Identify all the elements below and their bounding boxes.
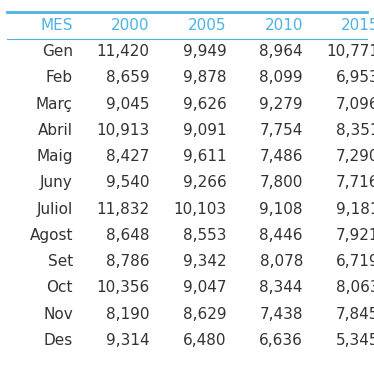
Text: 2010: 2010 — [264, 18, 303, 33]
Text: 10,913: 10,913 — [96, 123, 150, 138]
Text: 8,063: 8,063 — [336, 280, 374, 296]
Text: 8,099: 8,099 — [259, 70, 303, 86]
Text: Maig: Maig — [36, 149, 73, 164]
Text: 8,190: 8,190 — [106, 307, 150, 322]
Text: 8,351: 8,351 — [336, 123, 374, 138]
Text: 7,438: 7,438 — [260, 307, 303, 322]
Text: 8,659: 8,659 — [106, 70, 150, 86]
Text: 8,344: 8,344 — [260, 280, 303, 296]
Text: 9,342: 9,342 — [183, 254, 226, 269]
Text: 9,626: 9,626 — [183, 97, 226, 112]
Text: 9,949: 9,949 — [183, 44, 226, 59]
Text: Juny: Juny — [40, 175, 73, 190]
Text: 7,716: 7,716 — [336, 175, 374, 190]
Text: 9,181: 9,181 — [336, 202, 374, 217]
Text: 7,290: 7,290 — [336, 149, 374, 164]
Text: 9,314: 9,314 — [106, 333, 150, 348]
Text: MES: MES — [40, 18, 73, 33]
Text: 9,611: 9,611 — [183, 149, 226, 164]
Text: 8,446: 8,446 — [260, 228, 303, 243]
Text: 9,540: 9,540 — [106, 175, 150, 190]
Text: 6,636: 6,636 — [259, 333, 303, 348]
Text: 5,345: 5,345 — [336, 333, 374, 348]
Text: 9,047: 9,047 — [183, 280, 226, 296]
Text: 8,427: 8,427 — [106, 149, 150, 164]
Text: 6,480: 6,480 — [183, 333, 226, 348]
Text: 6,953: 6,953 — [336, 70, 374, 86]
Text: Abril: Abril — [38, 123, 73, 138]
Text: 8,629: 8,629 — [183, 307, 226, 322]
Text: 7,754: 7,754 — [260, 123, 303, 138]
Text: 7,800: 7,800 — [260, 175, 303, 190]
Text: 7,096: 7,096 — [336, 97, 374, 112]
Text: 9,878: 9,878 — [183, 70, 226, 86]
Text: 2015: 2015 — [341, 18, 374, 33]
Text: 9,045: 9,045 — [106, 97, 150, 112]
Text: 6,719: 6,719 — [336, 254, 374, 269]
Text: 8,078: 8,078 — [260, 254, 303, 269]
Text: 9,108: 9,108 — [260, 202, 303, 217]
Text: 2005: 2005 — [188, 18, 226, 33]
Text: 8,786: 8,786 — [106, 254, 150, 269]
Text: 10,771: 10,771 — [327, 44, 374, 59]
Text: 10,356: 10,356 — [96, 280, 150, 296]
Text: Agost: Agost — [30, 228, 73, 243]
Text: Feb: Feb — [46, 70, 73, 86]
Text: 8,553: 8,553 — [183, 228, 226, 243]
Text: Set: Set — [47, 254, 73, 269]
Text: 7,486: 7,486 — [260, 149, 303, 164]
Text: Nov: Nov — [43, 307, 73, 322]
Text: 7,921: 7,921 — [336, 228, 374, 243]
Text: 11,420: 11,420 — [96, 44, 150, 59]
Text: Març: Març — [36, 97, 73, 112]
Text: 2000: 2000 — [111, 18, 150, 33]
Text: 8,964: 8,964 — [259, 44, 303, 59]
Text: 7,845: 7,845 — [336, 307, 374, 322]
Text: 9,279: 9,279 — [259, 97, 303, 112]
Text: Oct: Oct — [46, 280, 73, 296]
Text: 9,266: 9,266 — [183, 175, 226, 190]
Text: Juliol: Juliol — [37, 202, 73, 217]
Text: 11,832: 11,832 — [96, 202, 150, 217]
Text: 8,648: 8,648 — [106, 228, 150, 243]
Text: Des: Des — [44, 333, 73, 348]
Text: 10,103: 10,103 — [173, 202, 226, 217]
Text: 9,091: 9,091 — [183, 123, 226, 138]
Text: Gen: Gen — [42, 44, 73, 59]
